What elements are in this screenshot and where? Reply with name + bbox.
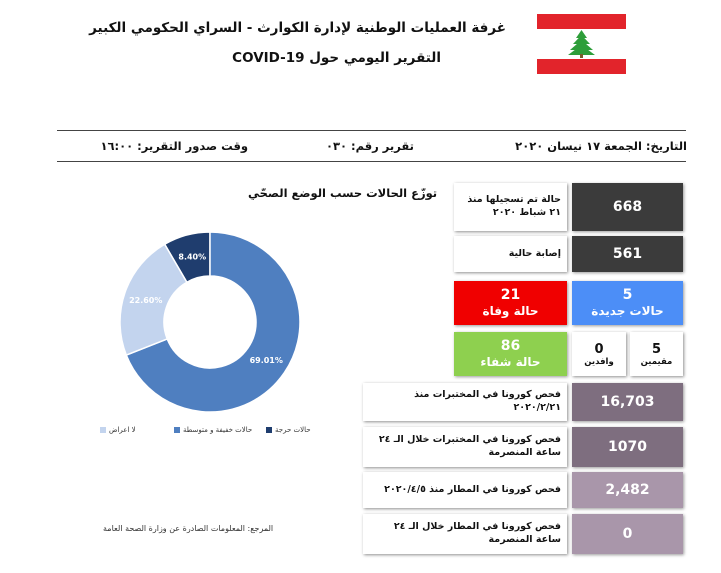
legend-item-asymptomatic: لا اعراض [100,426,136,434]
deaths-value: 21 [500,286,521,303]
airport-tests-24h-label: فحص كورونا في المطار خلال الـ ٢٤ ساعة ال… [363,514,567,554]
new-cases-label: حالات جديدة [591,304,664,319]
deaths-tile: 21 حالة وفاة [454,281,567,325]
report-subtitle: التقرير اليومي حول COVID-19 [232,50,441,66]
slice-mild-medium [125,231,301,413]
slice-asymptomatic [119,243,188,357]
report-title: غرفة العمليات الوطنية لإدارة الكوارث - ا… [89,20,506,36]
deaths-label: حالة وفاة [482,304,539,319]
legend-swatch [174,427,180,433]
new-cases-tile: 5 حالات جديدة [572,281,683,325]
recovered-label: حالة شفاء [480,355,541,370]
legend-item-mild: حالات خفيفة و متوسطة [174,426,252,434]
residents-tile: 5 مقيمين [630,332,683,376]
lab-tests-24h-label: فحص كورونا في المختبرات خلال الـ ٢٤ ساعة… [363,427,567,467]
airport-tests-total-value: 2,482 [572,472,683,508]
donut-chart: 8.40% 69.01% 22.60% [119,231,301,413]
info-bar [57,130,686,162]
slice-value-label: 22.60% [129,296,162,305]
report-issue-time: وقت صدور التقرير: ١٦:٠٠ [100,139,248,153]
source-note: المرجع: المعلومات الصادرة عن وزارة الصحة… [103,524,274,533]
recovered-tile: 86 حالة شفاء [454,332,567,376]
active-cases-label: إصابة حالية [454,236,567,272]
legend-label: حالات خفيفة و متوسطة [183,426,253,434]
legend-label: لا اعراض [109,426,136,434]
slice-value-label: 69.01% [250,356,283,365]
lab-tests-total-label: فحص كورونا في المختبرات منذ ٢٠٢٠/٢/٢١ [363,383,567,421]
incoming-tile: 0 وافدين [572,332,626,376]
airport-tests-24h-value: 0 [572,514,683,554]
slice-value-label: 8.40% [178,252,206,261]
active-cases-value: 561 [572,236,683,272]
legend-swatch [266,427,272,433]
incoming-label: وافدين [584,356,614,367]
incoming-value: 0 [594,341,604,357]
chart-title: توزّع الحالات حسب الوضع الصحّي [248,186,438,200]
lebanon-flag-icon [537,14,626,74]
report-number: تقرير رقم: ٠٣٠ [325,139,414,153]
residents-label: مقيمين [640,356,673,367]
residents-value: 5 [651,341,662,357]
total-cases-value: 668 [572,183,683,231]
lab-tests-24h-value: 1070 [572,427,683,467]
legend-label: حالات حرجة [275,426,311,434]
legend-swatch [100,427,106,433]
lab-tests-total-value: 16,703 [572,383,683,421]
airport-tests-total-label: فحص كورونا في المطار منذ ٢٠٢٠/٤/٥ [363,472,567,508]
recovered-value: 86 [500,337,521,354]
report-date: التاريخ: الجمعة ١٧ نيسان ٢٠٢٠ [515,139,687,153]
new-cases-value: 5 [622,286,633,303]
total-cases-label: حالة تم تسجيلها منذ ٢١ شباط ٢٠٢٠ [454,183,567,231]
legend-item-critical: حالات حرجة [266,426,311,434]
